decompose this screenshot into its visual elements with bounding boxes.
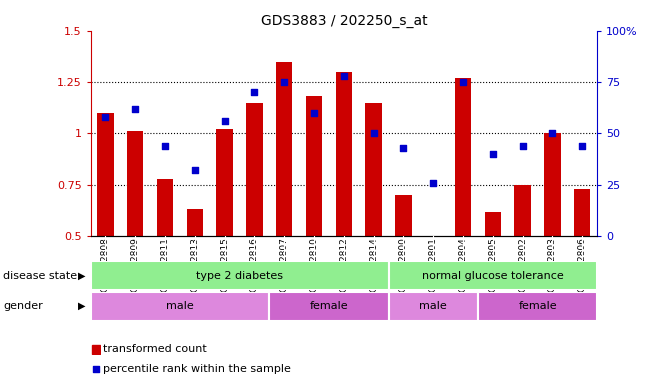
Point (100, 114, 111, 120)
Bar (389, 261, 597, 290)
Point (309, 110, 319, 116)
Bar (91, 292, 269, 321)
Point (428, 180, 439, 186)
Text: percentile rank within the sample: percentile rank within the sample (103, 364, 291, 374)
Point (368, 131, 379, 137)
Point (398, 145, 409, 151)
Point (279, 79, 290, 85)
Bar (276, 61, 293, 236)
Bar (217, 129, 233, 236)
Point (577, 143, 588, 149)
Point (219, 118, 230, 124)
Bar (91, 261, 389, 290)
Bar (478, 292, 597, 321)
Text: transformed count: transformed count (103, 344, 207, 354)
Text: normal glucose tolerance: normal glucose tolerance (422, 270, 564, 281)
Point (458, 79, 468, 85)
Text: gender: gender (3, 301, 43, 311)
Point (90, 366, 101, 372)
Text: type 2 diabetes: type 2 diabetes (196, 270, 283, 281)
Bar (389, 292, 478, 321)
Text: ▶: ▶ (78, 301, 86, 311)
Bar (91, 345, 100, 354)
Bar (515, 185, 531, 236)
Point (547, 131, 558, 137)
Point (249, 89, 260, 95)
Bar (97, 113, 113, 236)
Point (130, 106, 141, 112)
Bar (127, 131, 144, 236)
Point (189, 167, 200, 174)
Bar (187, 209, 203, 236)
Title: GDS3883 / 202250_s_at: GDS3883 / 202250_s_at (260, 14, 427, 28)
Bar (366, 103, 382, 236)
Bar (336, 72, 352, 236)
Bar (269, 292, 389, 321)
Bar (246, 103, 262, 236)
Bar (395, 195, 412, 236)
Bar (157, 179, 173, 236)
Bar (544, 134, 561, 236)
Text: female: female (518, 301, 557, 311)
Bar (455, 78, 471, 236)
Text: male: male (166, 301, 194, 311)
Text: male: male (419, 301, 447, 311)
Point (517, 143, 528, 149)
Text: ▶: ▶ (78, 270, 86, 281)
Point (339, 73, 350, 79)
Bar (306, 96, 322, 236)
Point (488, 151, 499, 157)
Text: disease state: disease state (3, 270, 77, 281)
Point (160, 143, 170, 149)
Bar (574, 189, 590, 236)
Bar (484, 212, 501, 236)
Text: female: female (310, 301, 348, 311)
